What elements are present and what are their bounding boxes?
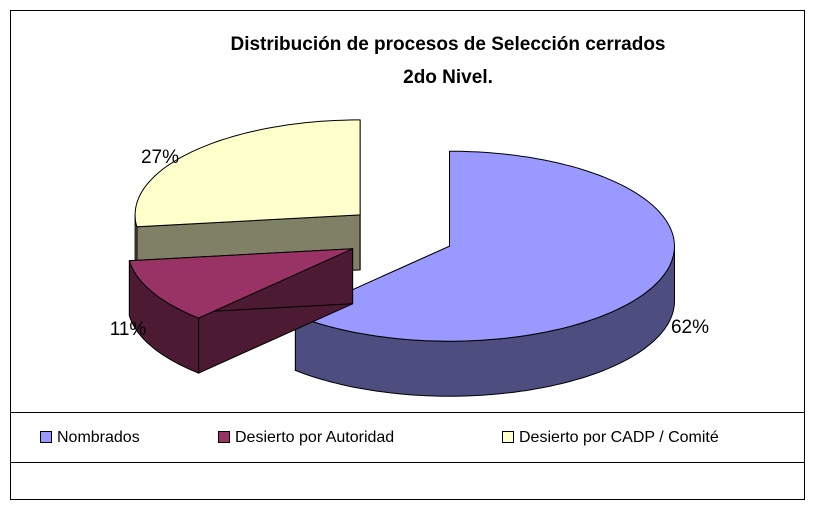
legend-label: Nombrados [57,429,140,446]
slice-top [294,150,676,342]
legend-label: Desierto por CADP / Comité [519,429,719,446]
legend: Nombrados Desierto por Autoridad Desierto … [40,429,719,446]
pie: 62% 11% 27% [110,119,709,397]
slice-top [134,119,361,228]
slice [294,150,676,397]
chart-title: Distribución de procesos de Selección ce… [230,34,665,55]
legend-swatch [218,431,230,443]
chart-title: 2do Nivel. [403,67,493,88]
legend-label: Desierto por Autoridad [235,429,394,446]
data-label: 62% [671,317,709,338]
legend-swatch [40,431,52,443]
slice-top [128,248,353,319]
data-label: 27% [141,147,179,168]
legend-swatch [502,431,514,443]
slice [128,248,354,374]
data-label: 11% [110,319,147,340]
